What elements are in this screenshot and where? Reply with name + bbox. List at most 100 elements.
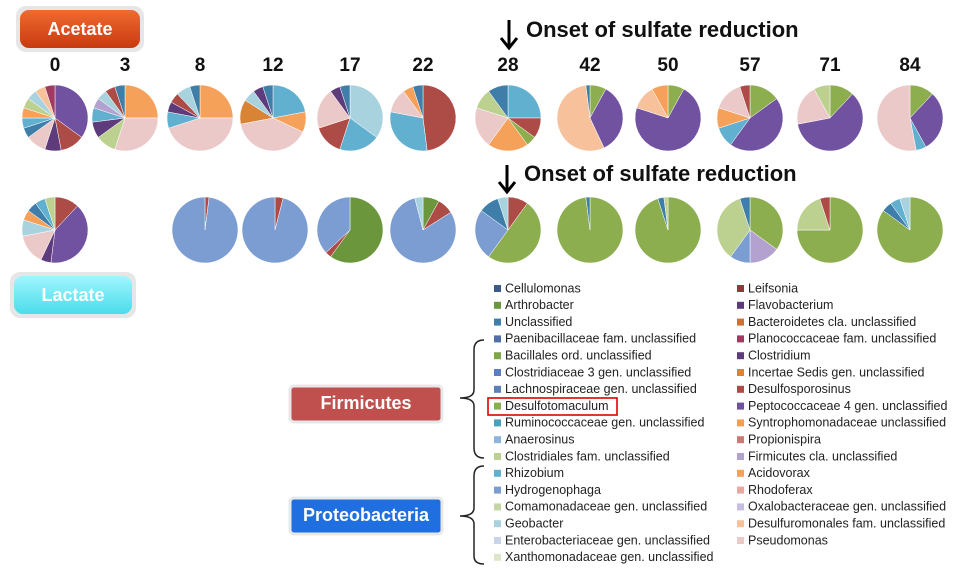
legend-swatch: [737, 469, 744, 477]
acetate-label: Acetate: [47, 19, 112, 39]
legend-label: Flavobacterium: [748, 298, 833, 312]
pie-slice: [739, 84, 751, 119]
pie-slice: [813, 84, 831, 119]
pie-slice: [899, 196, 911, 231]
legend-swatch: [494, 352, 501, 360]
legend-label: Planococcaceae fam. unclassified: [748, 332, 936, 346]
legend-label: Hydrogenophaga: [505, 483, 601, 497]
brace: [459, 465, 485, 565]
legend-label: Peptococcaceae 4 gen. unclassified: [748, 399, 947, 413]
pie-slice: [114, 84, 126, 119]
legend-label: Incertae Sedis gen. unclassified: [748, 365, 925, 379]
pie-slice: [262, 84, 274, 119]
legend-swatch: [494, 402, 501, 410]
legend-label: Clostridiaceae 3 gen. unclassified: [505, 365, 691, 379]
pie-slice: [488, 84, 509, 119]
legend-swatch: [494, 335, 501, 343]
onset-label: Onset of sulfate reduction: [526, 17, 799, 42]
legend-label: Bacillales ord. unclassified: [505, 348, 652, 362]
legend-swatch: [737, 369, 744, 376]
legend-label: Comamonadaceae gen. unclassified: [505, 500, 707, 514]
pie-slice: [730, 98, 784, 152]
firmicutes-label: Firmicutes: [320, 393, 411, 413]
pie-slice: [44, 196, 56, 231]
legend-swatch: [494, 385, 501, 393]
legend-label: Arthrobacter: [505, 298, 574, 312]
legend-swatch: [494, 285, 501, 292]
pie-slice: [556, 84, 605, 152]
pie-slice: [189, 84, 201, 119]
legend-label: Enterobacteriaceae gen. unclassified: [505, 533, 710, 547]
pie-slice: [54, 84, 89, 138]
pie-slice: [389, 111, 428, 152]
legend-swatch: [494, 453, 501, 460]
legend-swatch: [737, 352, 744, 360]
pie-label: 0: [50, 55, 61, 76]
pie-slice: [339, 84, 351, 119]
legend-label: Ruminococcaceae gen. unclassified: [505, 416, 704, 430]
pie-label: 3: [120, 55, 131, 76]
legend-swatch: [494, 486, 501, 494]
pie-slice: [716, 198, 751, 258]
legend-label: Xanthomonadaceae gen. unclassified: [505, 550, 714, 564]
pie-slice: [316, 90, 351, 129]
legend-label: Syntrophomonadaceae unclassified: [748, 416, 946, 430]
pie-slice: [114, 117, 159, 152]
legend-label: Firmicutes cla. unclassified: [748, 449, 897, 463]
pie-label: 50: [657, 55, 678, 76]
legend-swatch: [737, 486, 744, 494]
pie-slice: [909, 93, 944, 148]
pie-slice: [339, 117, 378, 152]
pie-slice: [272, 84, 306, 119]
legend-swatch: [737, 285, 744, 292]
acetate-badge: [20, 10, 140, 48]
pie-slice: [663, 196, 669, 231]
legend-label: Unclassified: [505, 315, 572, 329]
legend-label: Clostridium: [748, 348, 811, 362]
pie-slice: [168, 117, 234, 152]
pie-slice: [819, 196, 831, 231]
pie-slice: [414, 196, 424, 231]
legend-swatch: [737, 402, 744, 410]
pie-slice: [488, 117, 528, 152]
pie-slice: [124, 84, 159, 119]
pie-label: 71: [819, 55, 841, 76]
pie-slice: [389, 197, 457, 264]
pie-slice: [199, 84, 234, 119]
pie-slice: [796, 88, 831, 125]
legend-label: Acidovorax: [748, 466, 811, 480]
pie-slice: [749, 196, 784, 250]
arrow: [497, 165, 517, 195]
legend-label: Desulfuromonales fam. unclassified: [748, 516, 945, 530]
lactate-label: Lactate: [41, 285, 104, 305]
pie-slice: [585, 84, 591, 119]
legend-label: Rhodoferax: [748, 483, 813, 497]
pie-slice: [488, 202, 542, 264]
pie-slice: [585, 196, 591, 231]
legend-swatch: [494, 419, 501, 427]
legend-swatch: [494, 520, 501, 528]
firmicutes-badge: [288, 384, 444, 424]
legend-swatch: [737, 419, 744, 427]
proteobacteria-badge: [288, 496, 444, 536]
legend-label: Pseudomonas: [748, 533, 828, 547]
lactate-badge: [14, 276, 132, 314]
pie-slice: [634, 88, 702, 152]
pie-label: 8: [195, 55, 206, 76]
pie-slice: [171, 196, 239, 264]
pie-slice: [330, 196, 384, 264]
legend-label: Rhizobium: [505, 466, 564, 480]
legend-swatch: [737, 318, 744, 326]
pie-label: 28: [497, 55, 518, 76]
pie-label: 57: [739, 55, 760, 76]
legend-label: Propionispira: [748, 432, 821, 446]
proteobacteria-label: Proteobacteria: [303, 505, 430, 525]
legend-swatch: [737, 503, 744, 511]
legend-swatch: [737, 436, 744, 444]
legend-swatch: [494, 553, 501, 561]
arrow: [499, 20, 519, 51]
pie-slice: [474, 107, 509, 146]
pie-slice: [422, 84, 457, 152]
legend-label: Anaerosinus: [505, 432, 575, 446]
